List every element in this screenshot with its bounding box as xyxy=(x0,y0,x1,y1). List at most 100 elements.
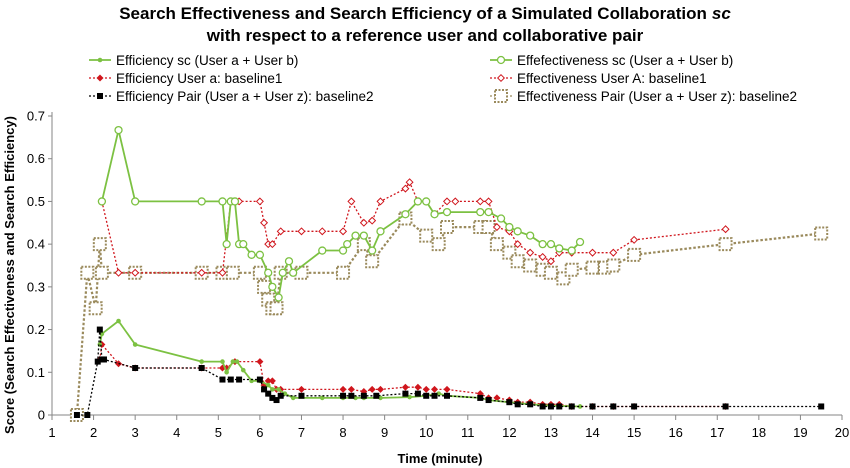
data-point xyxy=(489,237,504,252)
data-point xyxy=(132,342,138,347)
data-point xyxy=(73,412,80,418)
series-line-efficiency-sc xyxy=(98,320,581,408)
data-point xyxy=(431,385,439,393)
data-point xyxy=(239,239,248,249)
data-point xyxy=(338,246,348,255)
data-point xyxy=(353,395,358,401)
series-effectiveness-pair xyxy=(69,211,829,422)
data-point xyxy=(276,227,285,236)
plot-area xyxy=(69,125,829,422)
data-point xyxy=(284,257,294,266)
data-point xyxy=(721,225,730,234)
data-point xyxy=(413,197,423,206)
data-point xyxy=(376,227,385,236)
data-point xyxy=(269,394,276,401)
data-point xyxy=(368,246,377,255)
data-point xyxy=(218,197,227,206)
data-point xyxy=(630,235,639,244)
legend: Efficiency sc (User a + User b) Effefecti… xyxy=(89,53,797,104)
x-tick-label: 4 xyxy=(173,425,180,440)
data-point xyxy=(476,207,485,217)
data-point xyxy=(722,403,729,410)
data-point xyxy=(430,210,439,219)
data-point xyxy=(407,394,412,400)
legend-label: Efficiency Pair (User a + User z): basel… xyxy=(116,89,373,104)
data-point xyxy=(260,218,269,227)
data-point xyxy=(431,392,438,399)
data-point xyxy=(99,331,105,337)
data-point xyxy=(443,385,451,393)
data-point xyxy=(401,383,409,391)
data-point xyxy=(318,227,327,236)
data-point xyxy=(422,197,431,206)
x-tick-label: 17 xyxy=(710,425,724,440)
y-tick-label: 0.1 xyxy=(27,365,45,380)
data-point xyxy=(401,210,410,219)
legend-label: Effefectiveness sc (User a + User b) xyxy=(517,53,733,68)
series-effectiveness-sc xyxy=(97,125,585,302)
data-point xyxy=(339,227,348,236)
legend-label: Effectiveness User A: baseline1 xyxy=(517,71,707,86)
legend-marker xyxy=(96,74,104,82)
data-point xyxy=(422,385,430,393)
axes: 00.10.20.30.40.50.60.71 2 3 4 5 6 7 8 9 10 11 12 13 1… xyxy=(27,109,849,441)
data-point xyxy=(290,395,296,401)
legend-marker xyxy=(494,89,508,103)
data-point xyxy=(476,197,485,206)
legend-item-effectiveness-user-a: Effectiveness User A: baseline1 xyxy=(490,71,707,86)
data-point xyxy=(222,239,231,249)
data-point xyxy=(365,254,380,269)
data-point xyxy=(510,254,525,269)
data-point xyxy=(585,260,600,275)
legend-item-effectiveness-sc: Effefectiveness sc (User a + User b) xyxy=(490,53,733,68)
data-point xyxy=(442,197,452,206)
y-tick-label: 0.6 xyxy=(27,151,45,166)
data-point xyxy=(256,376,263,383)
data-point xyxy=(220,359,225,364)
data-point xyxy=(199,359,204,364)
data-point xyxy=(265,382,271,388)
data-point xyxy=(298,392,305,399)
data-point xyxy=(538,252,547,261)
x-tick-label: 16 xyxy=(668,425,682,440)
data-point xyxy=(218,268,227,277)
legend-label: Efficiency sc (User a + User b) xyxy=(116,53,298,68)
data-point xyxy=(351,231,360,240)
y-tick-label: 0.2 xyxy=(27,322,45,337)
data-point xyxy=(577,404,583,409)
data-point xyxy=(343,239,352,249)
y-tick-label: 0.7 xyxy=(27,109,45,124)
data-point xyxy=(282,391,288,396)
data-point xyxy=(273,397,280,404)
data-point xyxy=(477,394,484,401)
x-tick-label: 3 xyxy=(132,425,139,440)
legend-item-efficiency-user-a: Efficiency User a: baseline1 xyxy=(89,71,282,86)
data-point xyxy=(236,376,243,383)
data-point xyxy=(567,246,576,255)
data-point xyxy=(255,197,264,206)
legend-item-efficiency-pair: Efficiency Pair (User a + User z): basel… xyxy=(89,89,373,104)
data-point xyxy=(402,390,409,397)
chart-title-line2: with respect to a reference user and col… xyxy=(206,26,644,45)
data-point xyxy=(219,376,226,383)
data-point xyxy=(423,392,430,399)
data-point xyxy=(481,220,496,235)
data-point xyxy=(269,301,284,316)
data-point xyxy=(368,216,377,225)
data-point xyxy=(513,240,522,249)
data-point xyxy=(359,218,368,227)
x-tick-label: 8 xyxy=(339,425,346,440)
data-point xyxy=(547,403,554,410)
x-tick-label: 15 xyxy=(627,425,641,440)
data-point xyxy=(506,399,513,406)
data-point xyxy=(247,250,256,259)
data-point xyxy=(527,401,534,408)
data-point xyxy=(514,401,521,408)
x-tick-label: 5 xyxy=(215,425,222,440)
data-point xyxy=(347,385,355,393)
data-point xyxy=(431,237,446,252)
y-tick-label: 0 xyxy=(38,408,45,423)
series-line-effectiveness-pair xyxy=(75,217,822,416)
series-efficiency-pair xyxy=(73,326,825,418)
